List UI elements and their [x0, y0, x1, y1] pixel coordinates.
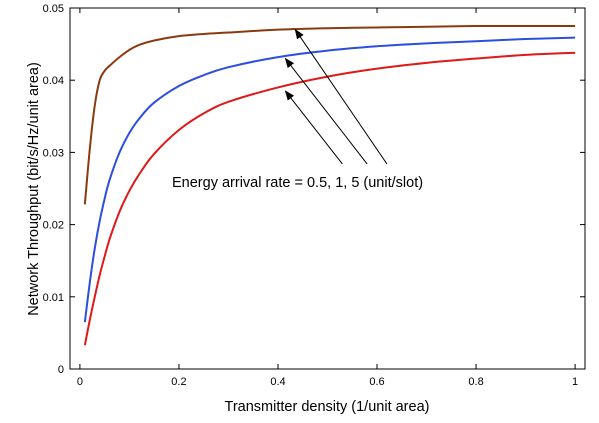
y-tick-label: 0: [58, 364, 64, 376]
y-tick-label: 0.02: [43, 220, 64, 232]
x-tick-label: 0.8: [468, 376, 483, 388]
y-tick-label: 0.03: [43, 147, 64, 159]
x-tick-label: 0.6: [369, 376, 384, 388]
series-lines: [83, 24, 576, 346]
annotation-text: Energy arrival rate = 0.5, 1, 5 (unit/sl…: [172, 175, 423, 191]
y-tick-label: 0.04: [43, 75, 64, 87]
x-axis-label: Transmitter density (1/unit area): [225, 399, 430, 415]
annotation-arrow-3: [294, 28, 388, 165]
y-tick-label: 0.01: [43, 292, 64, 304]
annotation-arrows: [284, 28, 388, 165]
x-tick-label: 0.4: [270, 376, 285, 388]
series-line-1: [83, 24, 576, 205]
annotation-arrow-1: [284, 90, 343, 165]
plot-frame: [69, 7, 586, 370]
y-tick-label: 0.05: [43, 3, 64, 15]
x-tick-label: 1: [572, 376, 578, 388]
x-tick-label: 0.2: [171, 376, 186, 388]
annotation-arrow-2: [284, 57, 368, 165]
series-line-3: [83, 51, 576, 346]
x-tick-label: 0: [77, 376, 83, 388]
series-line-2: [83, 36, 576, 323]
y-axis-label: Network Throughput (bit/s/Hz/unit area): [26, 62, 42, 316]
axes: 0 0.2 0.4 0.6 0.8 1 0 0.01 0.02 0.03 0.04 0.05: [43, 3, 585, 388]
